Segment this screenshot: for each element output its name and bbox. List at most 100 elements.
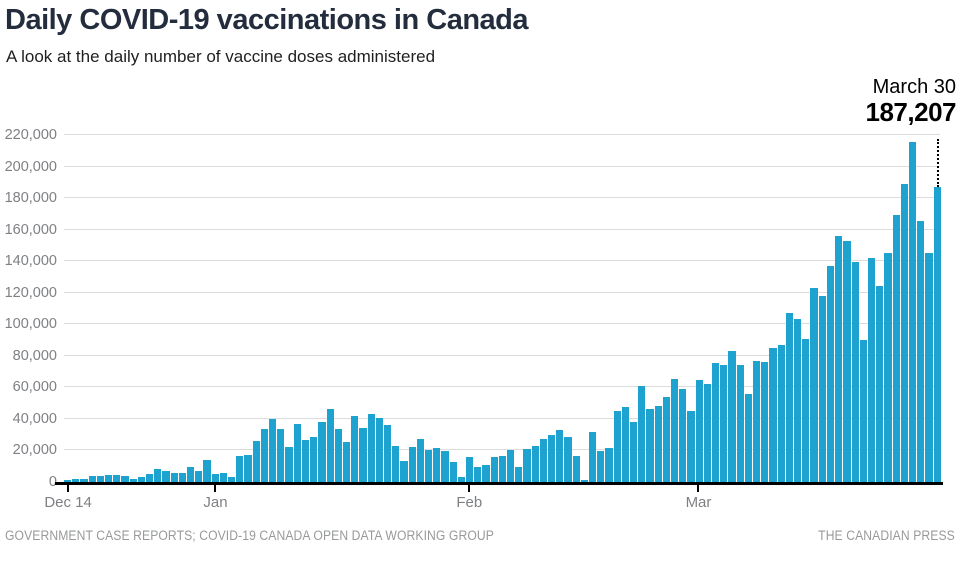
footer-source: GOVERNMENT CASE REPORTS; COVID-19 CANADA… xyxy=(5,528,494,543)
bar xyxy=(769,347,777,482)
bar xyxy=(334,429,342,482)
bar xyxy=(876,286,884,482)
bar xyxy=(105,475,113,482)
bar xyxy=(867,257,876,482)
x-axis-tick-layer: Dec 14 Jan Feb Mar xyxy=(44,485,940,515)
y-axis-tick-label: 60,000 xyxy=(12,379,57,396)
bar xyxy=(728,350,736,482)
bar xyxy=(515,467,523,482)
bar xyxy=(933,186,941,482)
bar xyxy=(154,469,162,482)
bar xyxy=(88,476,96,482)
bar xyxy=(638,386,646,482)
bar xyxy=(400,461,408,482)
bar xyxy=(228,477,236,482)
bar xyxy=(408,447,416,482)
x-axis-tick-label: Jan xyxy=(203,494,228,511)
y-gridline xyxy=(64,134,940,135)
bar xyxy=(556,430,564,482)
bar xyxy=(687,411,695,482)
bar xyxy=(900,184,908,482)
peak-annotation: March 30 187,207 xyxy=(865,76,957,127)
y-gridline xyxy=(64,449,940,451)
bar xyxy=(359,428,367,482)
bar xyxy=(285,447,293,482)
y-axis-tick-label: 220,000 xyxy=(4,127,57,143)
bar xyxy=(736,364,744,482)
bar xyxy=(465,457,474,482)
footer: GOVERNMENT CASE REPORTS; COVID-19 CANADA… xyxy=(5,528,955,543)
bar xyxy=(547,434,556,482)
bar xyxy=(301,440,310,482)
annotation-date-label: March 30 xyxy=(872,76,956,98)
bar xyxy=(605,447,613,482)
bar xyxy=(531,446,539,482)
bar xyxy=(162,471,170,482)
bar xyxy=(219,473,228,482)
x-axis-tick-label: Dec 14 xyxy=(44,494,92,511)
bar xyxy=(342,442,351,482)
annotation-value-label: 187,207 xyxy=(865,97,957,127)
bar xyxy=(564,437,572,482)
highlight-dotted-line xyxy=(937,139,939,187)
bar xyxy=(859,340,867,482)
bar xyxy=(170,473,178,482)
bar xyxy=(383,425,392,482)
page-title: Daily COVID-19 vaccinations in Canada xyxy=(5,4,529,36)
bar xyxy=(449,461,457,482)
x-axis-line xyxy=(55,482,943,485)
y-gridline xyxy=(64,291,940,293)
bar xyxy=(826,265,835,482)
y-gridline xyxy=(64,260,940,262)
y-gridline xyxy=(64,165,940,167)
bar xyxy=(646,409,654,482)
y-axis-tick-label: 200,000 xyxy=(4,158,57,175)
bar xyxy=(293,423,301,482)
bar xyxy=(908,141,917,482)
bar-series xyxy=(64,135,941,482)
bar xyxy=(252,440,260,482)
y-axis-tick-label: 160,000 xyxy=(4,221,57,238)
bar xyxy=(392,446,400,482)
y-gridline xyxy=(64,354,940,356)
bar xyxy=(178,473,187,482)
bar xyxy=(785,312,794,482)
bar xyxy=(121,475,129,482)
bar xyxy=(753,361,761,482)
bar xyxy=(260,428,269,482)
bar xyxy=(892,215,900,482)
bar xyxy=(80,478,88,482)
bar xyxy=(310,437,318,482)
x-axis-tick-label: Feb xyxy=(456,494,483,511)
bar xyxy=(662,397,671,482)
bar xyxy=(613,410,621,482)
bar xyxy=(802,338,810,482)
bar xyxy=(761,361,769,482)
bar xyxy=(580,480,588,482)
bar xyxy=(375,418,383,482)
bar xyxy=(523,449,531,482)
bar xyxy=(794,318,802,482)
bar xyxy=(720,364,728,482)
bar xyxy=(506,449,515,482)
bar xyxy=(630,421,638,482)
bar xyxy=(318,422,326,482)
y-gridline xyxy=(64,228,940,230)
bar xyxy=(654,406,662,482)
bar xyxy=(244,455,252,482)
bar xyxy=(851,261,859,482)
x-axis-tick xyxy=(697,485,700,492)
y-axis-tick-label: 80,000 xyxy=(12,347,57,364)
bar xyxy=(490,457,498,482)
y-axis-tick-label: 0 xyxy=(48,474,57,490)
bar xyxy=(129,478,137,482)
bar xyxy=(589,432,597,482)
x-axis-tick-label: Mar xyxy=(685,494,712,511)
y-axis-tick-label: 20,000 xyxy=(12,442,57,459)
bar xyxy=(917,220,925,482)
y-axis-tick-label: 100,000 xyxy=(4,316,57,333)
bar xyxy=(277,428,285,482)
bar xyxy=(498,455,506,482)
y-gridline xyxy=(64,386,940,388)
bar xyxy=(424,449,433,482)
